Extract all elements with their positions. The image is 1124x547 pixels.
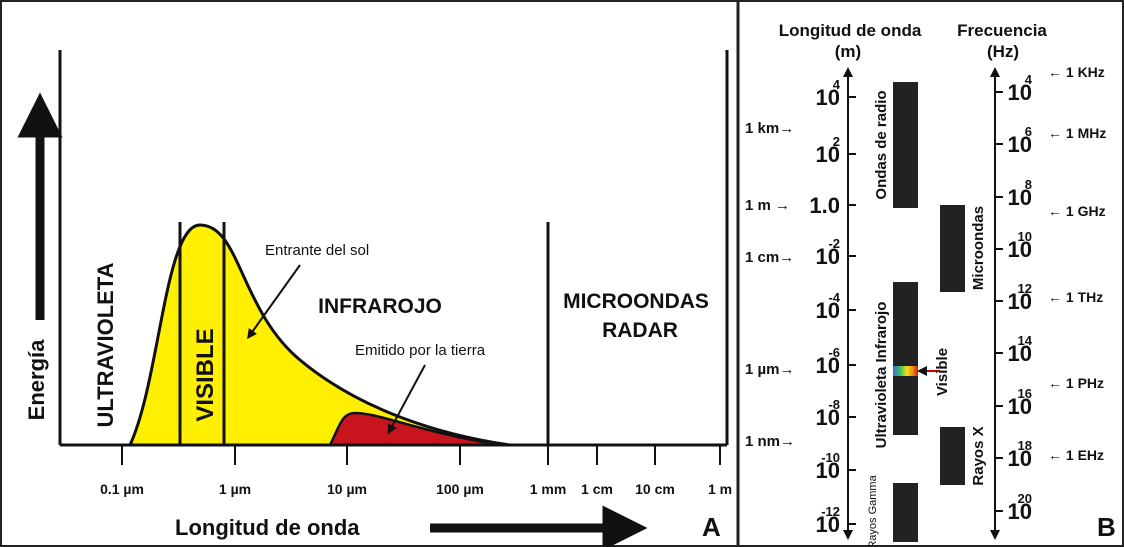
wavelength-label-exponent: -8 bbox=[828, 397, 840, 412]
x-tick-label: 100 µm bbox=[436, 481, 484, 497]
visible-band bbox=[893, 366, 918, 376]
region-label: RADAR bbox=[602, 319, 678, 342]
wavelength-mark: 1 cm→ bbox=[745, 249, 794, 266]
band bbox=[893, 282, 918, 435]
x-tick-label: 1 µm bbox=[219, 481, 251, 497]
wavelength-label-exponent: 4 bbox=[833, 77, 841, 92]
band-label: Microondas bbox=[970, 206, 987, 290]
x-tick-label: 1 mm bbox=[530, 481, 567, 497]
x-tick-label: 1 cm bbox=[581, 481, 613, 497]
panel-label: B bbox=[1097, 512, 1116, 542]
panel-a: 0.1 µm 1 µm 10 µm 100 µm 1 mm 1 cm 10 cm 1 m En… bbox=[17, 50, 732, 547]
band bbox=[893, 82, 918, 208]
frequency-label: 10 bbox=[1008, 446, 1032, 471]
annotation: Emitido por la tierra bbox=[355, 342, 486, 359]
band-label: Rayos X bbox=[970, 426, 987, 485]
frequency-label: 10 bbox=[1008, 80, 1032, 105]
frequency-label-exponent: 14 bbox=[1018, 333, 1033, 348]
frequency-mark: ← 1 THz bbox=[1048, 289, 1103, 305]
wavelength-label-exponent: -4 bbox=[828, 290, 840, 305]
wavelength-label: 10 bbox=[816, 298, 840, 323]
frequency-label-exponent: 12 bbox=[1018, 281, 1032, 296]
scale-unit: (m) bbox=[835, 42, 861, 61]
scale-title: Longitud de onda bbox=[779, 21, 922, 40]
frequency-mark: ← 1 MHz bbox=[1048, 125, 1106, 141]
region-label: INFRAROJO bbox=[318, 295, 442, 318]
wavelength-label: 10 bbox=[816, 405, 840, 430]
wavelength-label: 10 bbox=[816, 458, 840, 483]
frequency-label: 10 bbox=[1008, 499, 1032, 524]
wavelength-label-exponent: -2 bbox=[828, 236, 840, 251]
wavelength-label: 10 bbox=[816, 85, 840, 110]
wavelength-mark: 1 m → bbox=[745, 197, 790, 214]
frequency-mark: ← 1 PHz bbox=[1048, 375, 1104, 391]
frequency-mark: ← 1 GHz bbox=[1048, 203, 1106, 219]
x-tick-label: 1 m bbox=[708, 481, 732, 497]
band-label: Rayos Gamma bbox=[867, 474, 879, 547]
wavelength-label: 10 bbox=[816, 353, 840, 378]
annotation-arrow bbox=[387, 364, 426, 435]
band bbox=[893, 483, 918, 542]
x-tick-label: 10 cm bbox=[635, 481, 675, 497]
frequency-label: 10 bbox=[1008, 394, 1032, 419]
x-tick-label: 10 µm bbox=[327, 481, 367, 497]
frequency-label-exponent: 4 bbox=[1025, 72, 1033, 87]
wavelength-mark: 1 km→ bbox=[745, 120, 794, 137]
frequency-label-exponent: 16 bbox=[1018, 386, 1032, 401]
frequency-label-exponent: 6 bbox=[1025, 124, 1032, 139]
panel-b: Longitud de onda (m) Frecuencia (Hz) Ond… bbox=[745, 21, 1116, 547]
region-label: ULTRAVIOLETA bbox=[93, 262, 118, 427]
y-axis-label: Energía bbox=[24, 339, 49, 420]
wavelength-label: 10 bbox=[816, 244, 840, 269]
frequency-label-exponent: 8 bbox=[1025, 177, 1032, 192]
panel-label: A bbox=[702, 512, 721, 542]
frequency-mark: ← 1 EHz bbox=[1048, 447, 1104, 463]
frequency-label-exponent: 20 bbox=[1018, 491, 1032, 506]
wavelength-mark: 1 nm→ bbox=[745, 433, 795, 450]
scale-title: Frecuencia bbox=[957, 21, 1047, 40]
frequency-label: 10 bbox=[1008, 185, 1032, 210]
band bbox=[940, 205, 965, 292]
wavelength-label-exponent: -12 bbox=[821, 504, 840, 519]
frequency-label: 10 bbox=[1008, 289, 1032, 314]
scale-unit: (Hz) bbox=[987, 42, 1019, 61]
band bbox=[940, 427, 965, 485]
wavelength-label: 1.0 bbox=[809, 193, 840, 218]
wavelength-label-exponent: -6 bbox=[828, 345, 840, 360]
region-label: VISIBLE bbox=[192, 328, 219, 421]
wavelength-label-exponent: -10 bbox=[821, 450, 840, 465]
frequency-label: 10 bbox=[1008, 132, 1032, 157]
band-label: Ondas de radio bbox=[873, 90, 890, 199]
annotation-arrow bbox=[247, 264, 301, 340]
frequency-mark: ← 1 KHz bbox=[1048, 64, 1105, 80]
band-label: Visible bbox=[934, 348, 951, 396]
x-tick-label: 0.1 µm bbox=[100, 481, 144, 497]
frequency-label: 10 bbox=[1008, 237, 1032, 262]
frequency-label-exponent: 10 bbox=[1018, 229, 1032, 244]
wavelength-label: 10 bbox=[816, 142, 840, 167]
annotation: Entrante del sol bbox=[265, 242, 369, 259]
band-label: Ultravioleta Infrarojo bbox=[873, 302, 890, 449]
wavelength-label-exponent: 2 bbox=[833, 134, 840, 149]
frequency-label-exponent: 18 bbox=[1018, 438, 1032, 453]
x-axis-label: Longitud de onda bbox=[175, 515, 360, 540]
wavelength-mark: 1 µm→ bbox=[745, 361, 795, 378]
wavelength-label: 10 bbox=[816, 512, 840, 537]
region-label: MICROONDAS bbox=[563, 290, 709, 313]
emitted-curve bbox=[327, 411, 501, 447]
frequency-label: 10 bbox=[1008, 341, 1032, 366]
